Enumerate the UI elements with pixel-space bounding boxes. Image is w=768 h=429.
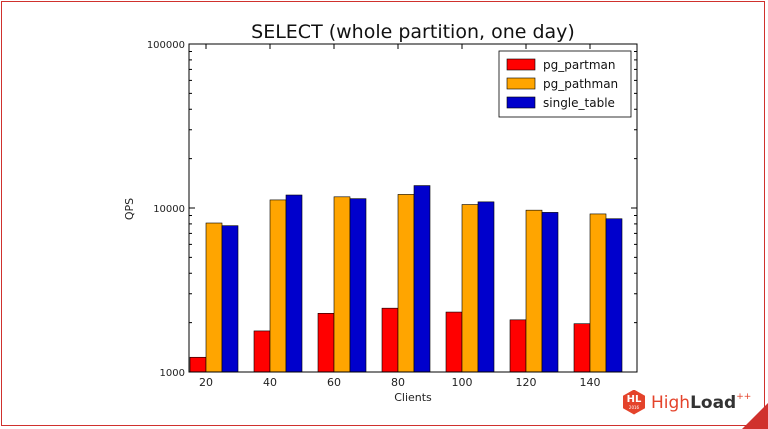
plot-area [188, 43, 638, 373]
bar-pg-pathman-120 [525, 209, 543, 373]
y-tick-label: 100000 [147, 40, 185, 51]
logo-wordmark: HighLoad++ [651, 392, 751, 413]
logo-word-load: Load [690, 392, 737, 413]
bar-single-table-40 [285, 194, 303, 373]
logo-badge: HL 2016 [623, 389, 645, 415]
x-tick-label: 20 [199, 376, 213, 389]
legend-label: pg_partman [543, 58, 616, 72]
bar-single-table-140 [605, 218, 623, 373]
bar-pg-pathman-20 [205, 222, 223, 373]
highload-logo: HL 2016 HighLoad++ [623, 388, 751, 416]
bar-single-table-100 [477, 201, 495, 373]
legend: pg_partman pg_pathman single_table [498, 50, 632, 118]
bar-pg-partman-20 [189, 356, 207, 373]
corner-accent [742, 403, 768, 429]
y-axis-label: QPS [123, 198, 136, 220]
legend-swatch [506, 58, 536, 71]
bar-single-table-20 [221, 225, 239, 373]
legend-swatch [506, 96, 536, 109]
x-axis-label: Clients [394, 391, 432, 404]
bar-pg-pathman-60 [333, 196, 351, 373]
x-tick-label: 80 [391, 376, 405, 389]
bar-single-table-60 [349, 198, 367, 373]
legend-swatch [506, 77, 536, 90]
bar-pg-pathman-100 [461, 204, 479, 373]
logo-word-high: High [651, 392, 691, 413]
y-tick-label: 1000 [160, 368, 185, 379]
bar-pg-partman-100 [445, 311, 463, 373]
bar-pg-pathman-140 [589, 213, 607, 373]
bar-pg-pathman-40 [269, 199, 287, 373]
bar-single-table-80 [413, 185, 431, 373]
x-tick-label: 40 [263, 376, 277, 389]
bar-pg-pathman-80 [397, 194, 415, 373]
bar-pg-partman-80 [381, 307, 399, 373]
logo-plus: ++ [736, 391, 752, 402]
bar-pg-partman-60 [317, 312, 335, 373]
legend-label: pg_pathman [543, 77, 618, 91]
y-tick-label: 10000 [153, 204, 185, 215]
bar-pg-partman-140 [573, 323, 591, 373]
x-tick-label: 120 [516, 376, 537, 389]
legend-label: single_table [543, 96, 615, 110]
bar-pg-partman-40 [253, 330, 271, 373]
x-tick-label: 60 [327, 376, 341, 389]
bar-single-table-120 [541, 212, 559, 373]
x-tick-label: 140 [580, 376, 601, 389]
x-tick-label: 100 [452, 376, 473, 389]
bar-pg-partman-120 [509, 319, 527, 373]
logo-badge-text: HL [626, 393, 642, 405]
chart-title: SELECT (whole partition, one day) [251, 21, 575, 43]
logo-badge-year: 2016 [628, 404, 640, 410]
